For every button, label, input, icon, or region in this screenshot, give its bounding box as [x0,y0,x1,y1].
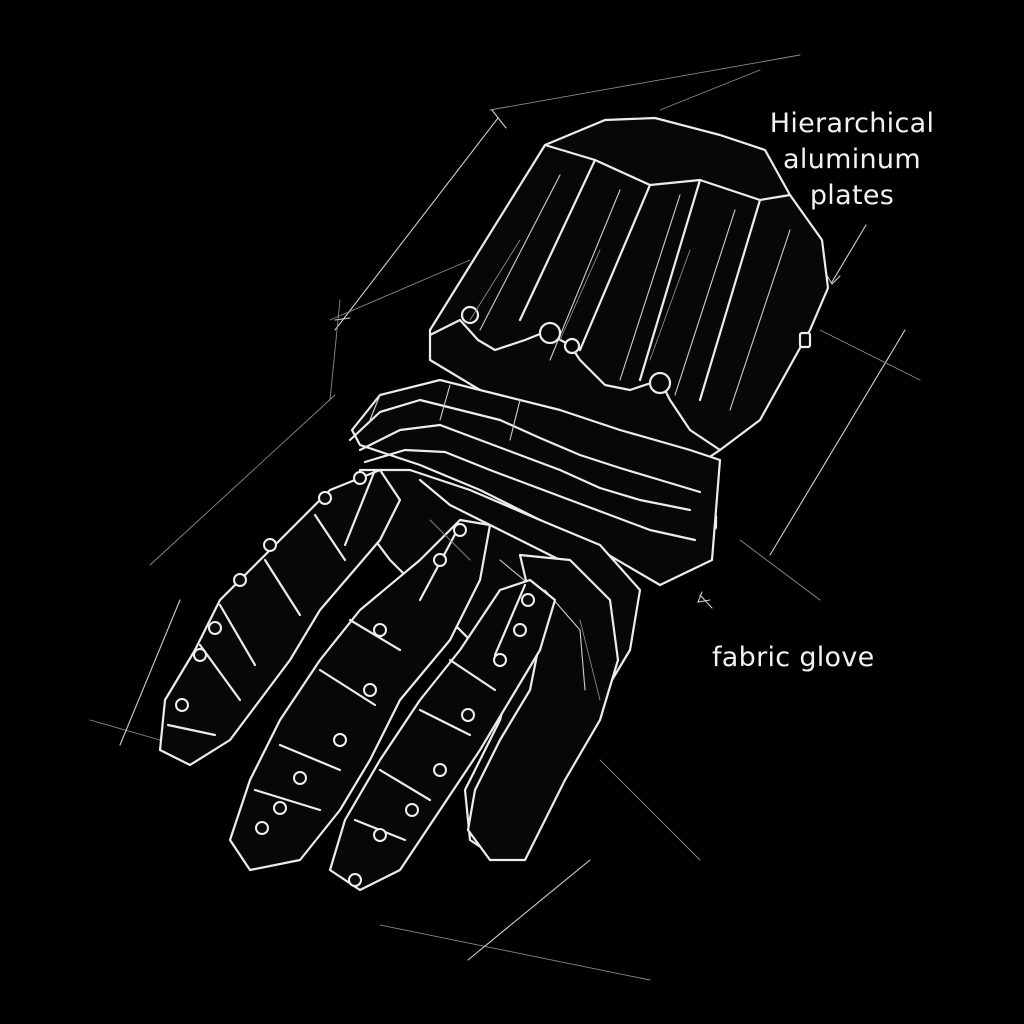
dimension-lines [89,54,921,981]
hatching [429,239,691,701]
finger-ring [328,578,557,892]
annotation-aluminum-plates: Hierarchical aluminum plates [762,106,942,214]
wrist-bands [348,378,722,587]
annotation-line-1: Hierarchical [769,108,935,139]
annotation-line-2: aluminum [783,144,921,175]
forearm-plates [428,116,830,531]
finger-index [158,468,402,767]
annotation-fabric-glove: fabric glove [712,642,875,673]
annotation-line-3: plates [809,180,895,211]
finger-middle [228,518,492,872]
thumb [466,553,620,862]
